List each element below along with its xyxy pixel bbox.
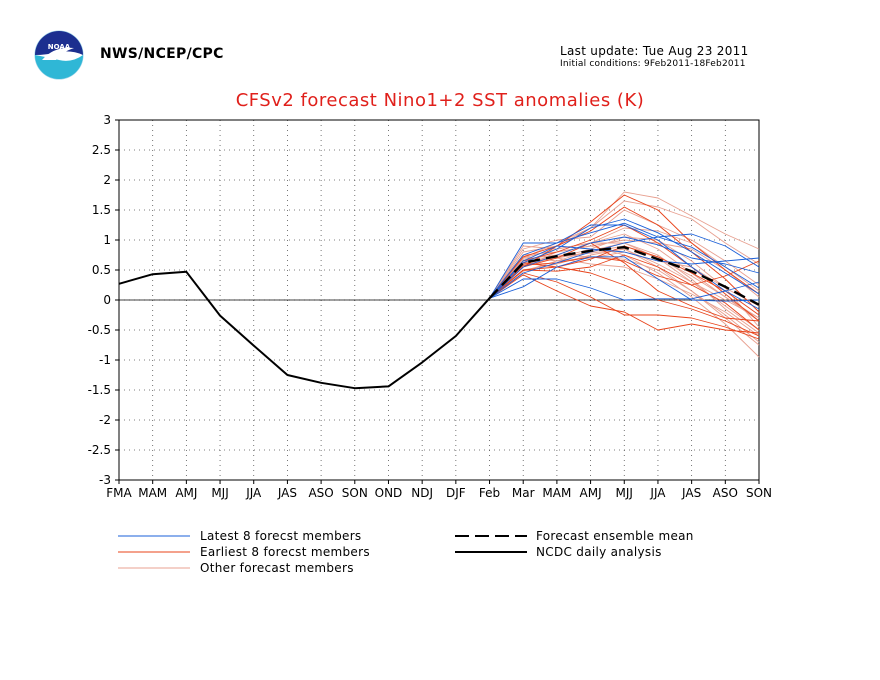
x-tick-label: OND	[375, 486, 403, 500]
latest-member-line	[489, 278, 760, 301]
latest-member-line	[489, 233, 760, 299]
legend-label: Latest 8 forecst members	[200, 529, 361, 543]
x-tick-label: AMJ	[175, 486, 197, 500]
x-tick-label: JJA	[245, 486, 262, 500]
latest-member-line	[489, 218, 760, 299]
legend-label: Forecast ensemble mean	[536, 529, 694, 543]
x-tick-label: Feb	[479, 486, 500, 500]
latest-member-line	[489, 224, 760, 310]
noaa-logo: NOAA	[34, 30, 84, 80]
x-tick-label: JAS	[277, 486, 297, 500]
y-tick-label: 0	[103, 293, 111, 307]
other-member-line	[489, 209, 760, 299]
y-tick-label: 2	[103, 173, 111, 187]
legend-label: Other forecast members	[200, 561, 354, 575]
y-tick-label: -3	[99, 473, 111, 487]
y-tick-label: 2.5	[92, 143, 111, 157]
x-tick-label: NDJ	[411, 486, 433, 500]
earliest-member-line	[489, 224, 760, 322]
x-tick-label: MJJ	[616, 486, 633, 500]
earliest-member-line	[489, 266, 760, 337]
other-member-line	[489, 191, 760, 299]
y-tick-label: 1.5	[92, 203, 111, 217]
latest-member-line	[489, 222, 760, 299]
last-update-label: Last update: Tue Aug 23 2011	[560, 44, 749, 58]
earliest-member-line	[489, 272, 760, 340]
x-tick-label: DJF	[446, 486, 466, 500]
y-tick-label: -0.5	[88, 323, 111, 337]
x-tick-label: MAM	[138, 486, 167, 500]
latest-member-line	[489, 256, 760, 302]
y-tick-label: 3	[103, 113, 111, 127]
latest-member-line	[489, 245, 760, 299]
x-tick-label: SON	[746, 486, 772, 500]
legend-label: NCDC daily analysis	[536, 545, 662, 559]
y-tick-label: 1	[103, 233, 111, 247]
x-tick-label: ASO	[308, 486, 333, 500]
earliest-member-line	[489, 206, 760, 313]
ensemble-mean-line	[488, 245, 760, 306]
earliest-member-line	[489, 254, 760, 331]
y-tick-label: 0.5	[92, 263, 111, 277]
chart-title: CFSv2 forecast Nino1+2 SST anomalies (K)	[235, 90, 645, 111]
agency-label: NWS/NCEP/CPC	[100, 46, 224, 62]
x-tick-label: ASO	[713, 486, 738, 500]
x-tick-label: JJA	[649, 486, 666, 500]
y-tick-label: -1.5	[88, 383, 111, 397]
legend-label: Earliest 8 forecst members	[200, 545, 370, 559]
x-tick-label: Mar	[512, 486, 535, 500]
analysis-line	[118, 270, 491, 390]
earliest-member-line	[489, 242, 760, 322]
x-tick-label: SON	[342, 486, 368, 500]
x-tick-label: AMJ	[580, 486, 602, 500]
x-tick-label: FMA	[106, 486, 132, 500]
x-tick-label: MAM	[542, 486, 571, 500]
svg-text:NOAA: NOAA	[48, 43, 71, 51]
other-member-line	[489, 227, 760, 299]
initial-conditions-label: Initial conditions: 9Feb2011-18Feb2011	[560, 59, 746, 69]
y-tick-label: -2	[99, 413, 111, 427]
y-tick-label: -1	[99, 353, 111, 367]
x-tick-label: MJJ	[211, 486, 228, 500]
y-tick-label: -2.5	[88, 443, 111, 457]
x-tick-label: JAS	[681, 486, 701, 500]
